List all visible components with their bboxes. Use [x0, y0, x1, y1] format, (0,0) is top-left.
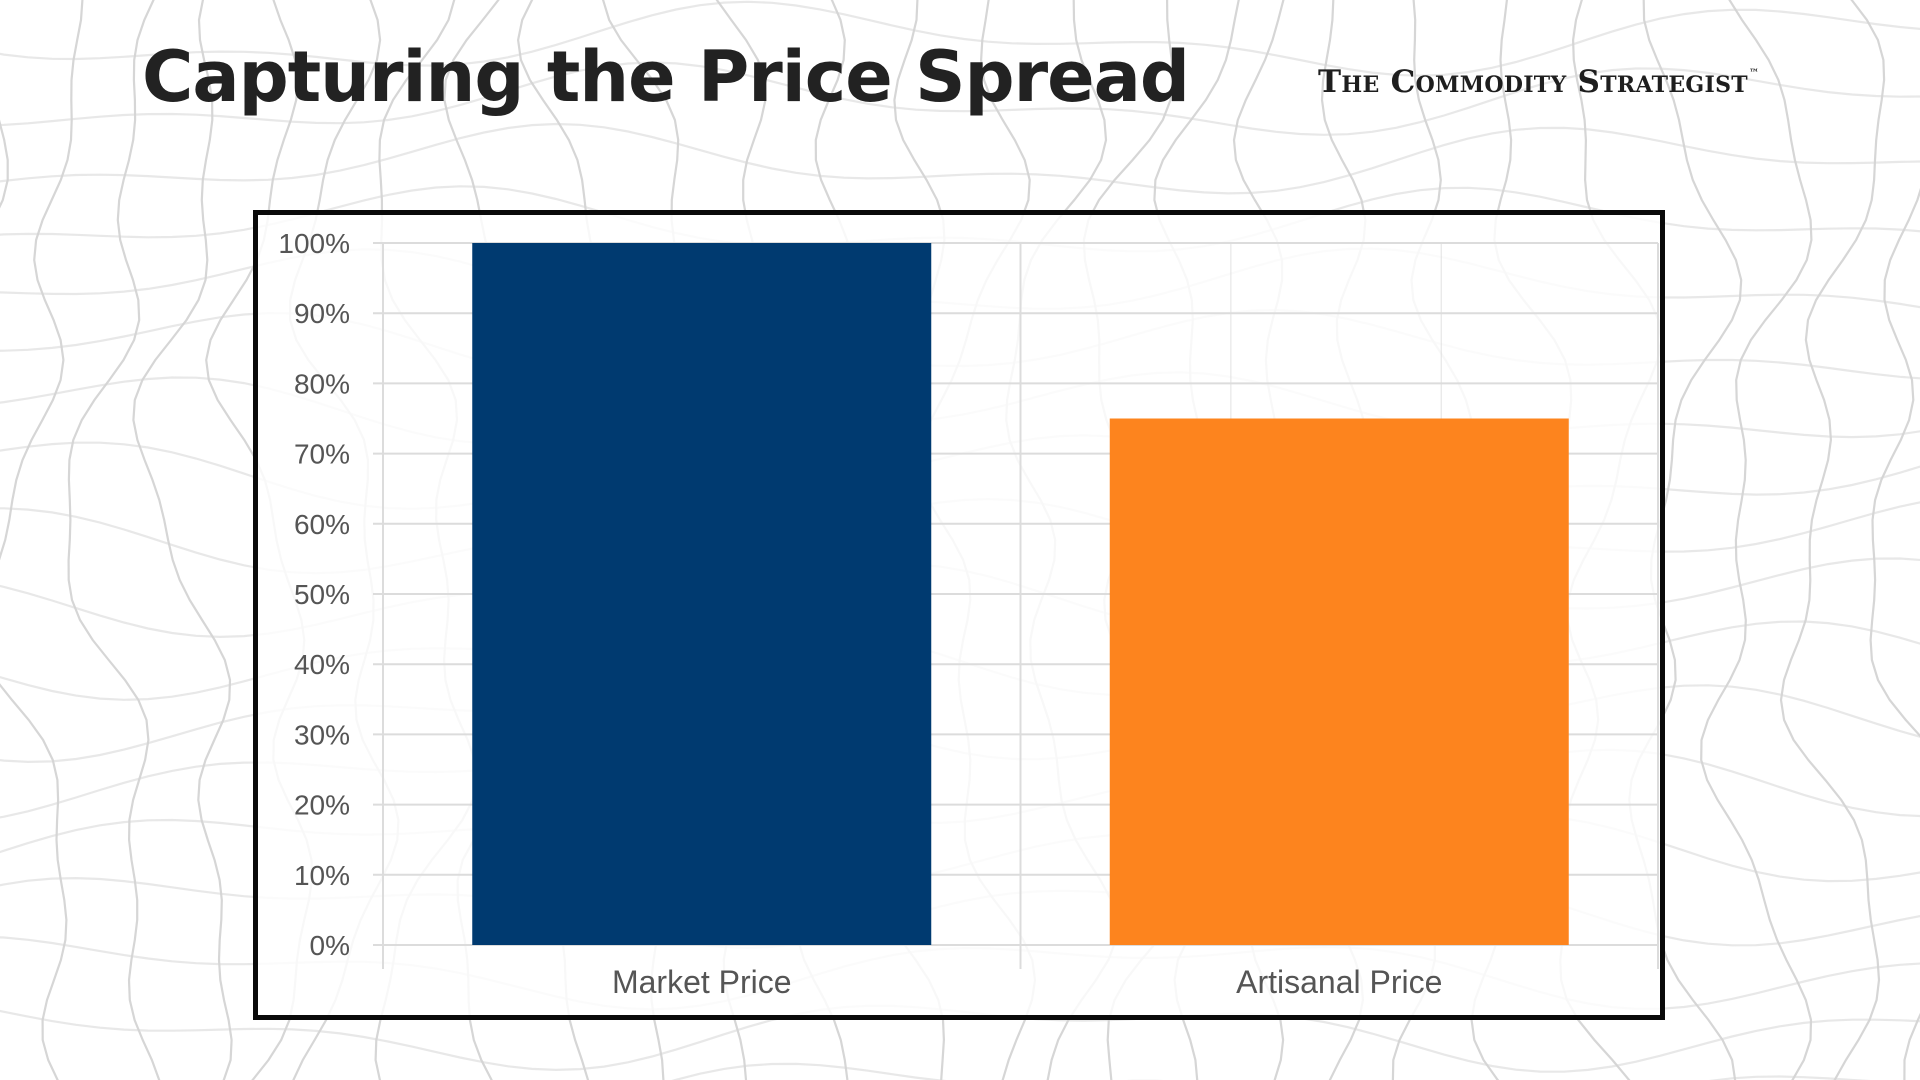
x-category-label: Market Price [612, 964, 792, 1000]
brand-name: The Commodity Strategist [1318, 64, 1748, 100]
x-category-label: Artisanal Price [1236, 964, 1442, 1000]
y-tick-label: 0% [310, 930, 350, 961]
chart-frame: 0% 10% 20% 30% 40% 50% 60% 70% 80% 90% 100% Market … [253, 210, 1665, 1020]
y-tick-label: 50% [294, 579, 350, 610]
bar-chart: 0% 10% 20% 30% 40% 50% 60% 70% 80% 90% 100% Market … [278, 228, 1659, 1000]
y-tick-label: 30% [294, 719, 350, 750]
y-tick-label: 90% [294, 298, 350, 329]
brand-logo: The Commodity Strategist™ [1318, 64, 1759, 100]
y-tick-label: 70% [294, 439, 350, 470]
y-tick-label: 20% [294, 790, 350, 821]
y-tick-label: 60% [294, 509, 350, 540]
slide-title: Capturing the Price Spread [142, 36, 1190, 118]
y-tick-label: 100% [278, 228, 350, 259]
y-tick-label: 10% [294, 860, 350, 891]
bar-market-price [472, 243, 932, 945]
y-tick-label: 40% [294, 649, 350, 680]
bar-artisanal-price [1109, 418, 1569, 945]
y-tick-label: 80% [294, 368, 350, 399]
trademark-mark: ™ [1748, 68, 1760, 79]
